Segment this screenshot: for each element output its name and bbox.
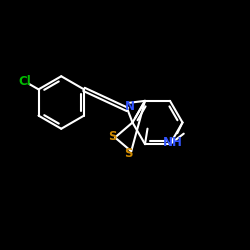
Text: NH: NH (163, 136, 183, 148)
Text: N: N (125, 100, 135, 113)
Text: S: S (108, 130, 116, 143)
Text: Cl: Cl (18, 75, 31, 88)
Text: S: S (124, 147, 132, 160)
